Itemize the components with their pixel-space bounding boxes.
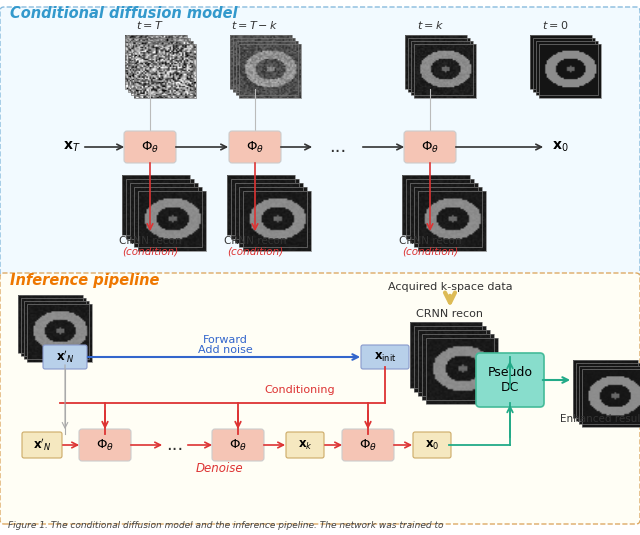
Bar [530,35,592,89]
FancyBboxPatch shape [43,345,87,369]
Text: $t=k$: $t=k$ [417,19,444,31]
Bar [539,44,601,98]
Text: (condition): (condition) [122,247,178,257]
Bar [406,179,474,239]
Text: Conditional diffusion model: Conditional diffusion model [10,6,237,21]
Bar [24,301,89,359]
Text: $\Phi_\theta$: $\Phi_\theta$ [96,438,114,453]
Bar [408,38,470,92]
Bar [414,326,486,392]
Bar [533,38,595,92]
FancyBboxPatch shape [476,353,544,407]
Bar [243,191,311,251]
Bar [130,183,198,243]
Bar [138,191,206,251]
Text: Conditioning: Conditioning [265,385,335,395]
Bar [414,44,476,98]
Bar [582,369,640,427]
Bar [418,330,490,396]
Text: CRNN recon: CRNN recon [224,236,286,246]
Bar [128,38,190,92]
Text: $\mathbf{x}_\mathrm{init}$: $\mathbf{x}_\mathrm{init}$ [374,350,396,364]
Bar [126,179,194,239]
Bar [239,44,301,98]
Text: $\mathbf{x}_0$: $\mathbf{x}_0$ [425,439,439,452]
Text: $\mathbf{x}'_N$: $\mathbf{x}'_N$ [56,349,74,365]
FancyBboxPatch shape [22,432,62,458]
Text: CRNN recon: CRNN recon [119,236,181,246]
Bar [418,191,486,251]
Bar [227,175,295,235]
Text: Enhanced results: Enhanced results [560,414,640,424]
FancyBboxPatch shape [124,131,176,163]
Bar [573,360,638,418]
FancyBboxPatch shape [404,131,456,163]
Bar [122,175,190,235]
Text: $\Phi_\theta$: $\Phi_\theta$ [141,140,159,155]
Text: Inference pipeline: Inference pipeline [10,273,159,288]
Text: $\mathbf{x}_0$: $\mathbf{x}_0$ [552,140,568,154]
Bar [579,366,640,424]
FancyBboxPatch shape [361,345,409,369]
Text: (condition): (condition) [227,247,283,257]
Bar [536,41,598,95]
Text: $\mathbf{x}_k$: $\mathbf{x}_k$ [298,439,312,452]
FancyBboxPatch shape [212,429,264,461]
Text: $t=T$: $t=T$ [136,19,164,31]
Text: Forward: Forward [203,335,248,345]
Bar [231,179,299,239]
FancyBboxPatch shape [0,7,640,277]
Bar [405,35,467,89]
Bar [239,187,307,247]
Bar [411,41,473,95]
Bar [235,183,303,243]
Text: CRNN recon: CRNN recon [417,309,483,319]
Bar [576,363,640,421]
FancyBboxPatch shape [413,432,451,458]
Text: Pseudo
DC: Pseudo DC [488,366,532,394]
Text: Denoise: Denoise [196,462,244,475]
Text: $\Phi_\theta$: $\Phi_\theta$ [359,438,377,453]
Bar [131,41,193,95]
Bar [426,338,498,404]
Text: Add noise: Add noise [198,345,252,355]
Bar [233,38,295,92]
Text: ...: ... [330,138,347,156]
Bar [410,322,482,388]
Bar [402,175,470,235]
Bar [134,44,196,98]
Text: Acquired k-space data: Acquired k-space data [388,282,512,292]
Bar [134,187,202,247]
Text: CRNN recon: CRNN recon [399,236,461,246]
Bar [414,187,482,247]
Bar [422,334,494,400]
FancyBboxPatch shape [0,273,640,524]
Bar [236,41,298,95]
Bar [230,35,292,89]
Bar [125,35,187,89]
Text: ...: ... [166,436,184,454]
FancyBboxPatch shape [79,429,131,461]
Text: (condition): (condition) [402,247,458,257]
Bar [410,183,478,243]
FancyBboxPatch shape [286,432,324,458]
Text: $\Phi_\theta$: $\Phi_\theta$ [246,140,264,155]
Bar [18,295,83,353]
Bar [21,298,86,356]
Text: $\mathbf{x}'_N$: $\mathbf{x}'_N$ [33,437,51,453]
Text: $t=0$: $t=0$ [542,19,568,31]
Text: $\Phi_\theta$: $\Phi_\theta$ [421,140,439,155]
Bar [27,304,92,362]
Text: Figure 1. The conditional diffusion model and the inference pipeline. The networ: Figure 1. The conditional diffusion mode… [8,521,444,530]
FancyBboxPatch shape [229,131,281,163]
FancyBboxPatch shape [342,429,394,461]
Text: $\mathbf{x}_T$: $\mathbf{x}_T$ [63,140,81,154]
Text: $\Phi_\theta$: $\Phi_\theta$ [229,438,247,453]
Text: $t=T-k$: $t=T-k$ [231,19,278,31]
